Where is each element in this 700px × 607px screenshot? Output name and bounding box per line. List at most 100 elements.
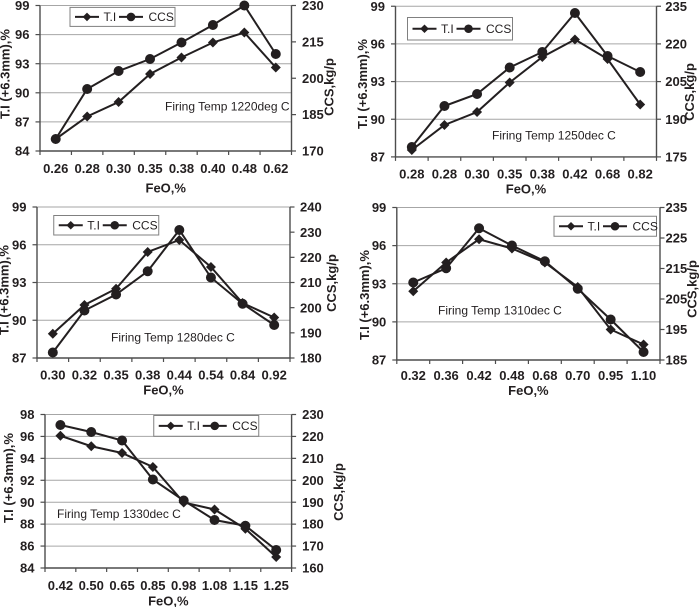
svg-text:92: 92 xyxy=(20,473,34,488)
svg-text:180: 180 xyxy=(302,517,324,532)
svg-text:Firing Temp 1250dec C: Firing Temp 1250dec C xyxy=(492,128,616,142)
svg-text:0.28: 0.28 xyxy=(399,166,424,181)
svg-text:215: 215 xyxy=(666,261,688,276)
svg-text:FeO,%: FeO,% xyxy=(506,182,547,197)
svg-text:0.70: 0.70 xyxy=(565,368,590,383)
svg-text:0.30: 0.30 xyxy=(464,166,489,181)
svg-text:99: 99 xyxy=(15,0,29,13)
svg-text:0.44: 0.44 xyxy=(167,368,193,383)
svg-text:T.I: T.I xyxy=(87,218,100,232)
svg-text:93: 93 xyxy=(12,275,26,290)
svg-text:CCS: CCS xyxy=(633,219,658,233)
svg-text:210: 210 xyxy=(300,275,322,290)
svg-text:88: 88 xyxy=(20,517,34,532)
svg-text:0.95: 0.95 xyxy=(598,368,623,383)
svg-text:87: 87 xyxy=(372,353,386,368)
svg-text:200: 200 xyxy=(302,473,324,488)
svg-text:0.35: 0.35 xyxy=(137,161,162,176)
svg-text:FeO,%: FeO,% xyxy=(146,181,187,196)
svg-text:180: 180 xyxy=(300,351,322,366)
svg-text:T.I (+6.3mm),%: T.I (+6.3mm),% xyxy=(0,245,12,335)
svg-text:160: 160 xyxy=(302,561,324,576)
svg-text:0.26: 0.26 xyxy=(43,161,68,176)
svg-text:CCS: CCS xyxy=(232,419,257,433)
svg-text:1.25: 1.25 xyxy=(264,578,289,593)
svg-text:0.68: 0.68 xyxy=(532,368,557,383)
svg-text:230: 230 xyxy=(300,225,322,240)
svg-text:0.82: 0.82 xyxy=(628,166,653,181)
svg-text:99: 99 xyxy=(371,0,385,14)
svg-text:0.42: 0.42 xyxy=(562,166,587,181)
svg-text:FeO,%: FeO,% xyxy=(148,594,189,607)
svg-text:90: 90 xyxy=(372,314,386,329)
svg-text:190: 190 xyxy=(302,495,324,510)
svg-text:96: 96 xyxy=(15,27,29,42)
svg-text:0.50: 0.50 xyxy=(79,578,104,593)
svg-text:0.98: 0.98 xyxy=(171,578,196,593)
svg-text:T.I: T.I xyxy=(187,419,200,433)
svg-text:90: 90 xyxy=(15,85,29,100)
svg-text:0.85: 0.85 xyxy=(140,578,165,593)
svg-text:96: 96 xyxy=(372,238,386,253)
svg-text:0.92: 0.92 xyxy=(262,368,287,383)
svg-text:1.10: 1.10 xyxy=(631,368,656,383)
svg-text:0.65: 0.65 xyxy=(109,578,134,593)
svg-text:CCS: CCS xyxy=(486,22,511,36)
svg-text:FeO,%: FeO,% xyxy=(143,383,184,398)
svg-text:1.15: 1.15 xyxy=(233,578,258,593)
svg-text:T.I: T.I xyxy=(441,22,454,36)
svg-text:240: 240 xyxy=(300,200,322,215)
svg-text:170: 170 xyxy=(302,144,324,159)
svg-text:0.35: 0.35 xyxy=(103,368,128,383)
svg-text:0.42: 0.42 xyxy=(466,368,491,383)
svg-text:Firing Temp 1310dec C: Firing Temp 1310dec C xyxy=(438,303,562,317)
svg-text:215: 215 xyxy=(302,34,324,49)
svg-text:230: 230 xyxy=(302,407,324,422)
svg-text:235: 235 xyxy=(666,200,688,215)
svg-text:T.I (+6.3mm),%: T.I (+6.3mm),% xyxy=(0,29,13,119)
svg-text:0.28: 0.28 xyxy=(75,161,100,176)
svg-text:0.40: 0.40 xyxy=(200,161,225,176)
svg-text:CCS: CCS xyxy=(132,218,157,232)
svg-text:230: 230 xyxy=(302,0,324,13)
svg-text:1.08: 1.08 xyxy=(202,578,227,593)
svg-text:0.48: 0.48 xyxy=(232,161,257,176)
svg-text:210: 210 xyxy=(302,451,324,466)
svg-text:96: 96 xyxy=(12,237,26,252)
svg-text:84: 84 xyxy=(20,561,35,576)
svg-text:94: 94 xyxy=(20,451,35,466)
svg-text:98: 98 xyxy=(20,407,34,422)
svg-text:CCS,kg/p: CCS,kg/p xyxy=(322,58,337,116)
svg-text:96: 96 xyxy=(20,429,34,444)
svg-text:T.I: T.I xyxy=(588,219,601,233)
svg-text:0.30: 0.30 xyxy=(106,161,131,176)
svg-text:0.32: 0.32 xyxy=(401,368,426,383)
svg-text:205: 205 xyxy=(666,292,688,307)
svg-text:205: 205 xyxy=(665,74,687,89)
svg-text:225: 225 xyxy=(666,231,688,246)
svg-text:96: 96 xyxy=(371,37,385,52)
svg-text:0.84: 0.84 xyxy=(230,368,256,383)
svg-text:0.38: 0.38 xyxy=(169,161,194,176)
svg-text:93: 93 xyxy=(15,56,29,71)
svg-text:0.30: 0.30 xyxy=(40,368,65,383)
svg-text:87: 87 xyxy=(371,150,385,165)
svg-text:T.I: T.I xyxy=(104,10,117,24)
svg-text:220: 220 xyxy=(300,250,322,265)
svg-text:Firing Temp 1330dec C: Firing Temp 1330dec C xyxy=(57,507,181,521)
svg-text:Firing Temp 1220deg C: Firing Temp 1220deg C xyxy=(165,99,290,113)
svg-text:86: 86 xyxy=(20,539,34,554)
svg-text:CCS,kg/p: CCS,kg/p xyxy=(682,63,697,121)
svg-text:200: 200 xyxy=(300,300,322,315)
svg-text:87: 87 xyxy=(15,115,29,130)
svg-text:T.I (+6.3mm),%: T.I (+6.3mm),% xyxy=(355,39,370,129)
svg-text:185: 185 xyxy=(666,353,688,368)
svg-text:0.36: 0.36 xyxy=(433,368,458,383)
svg-text:90: 90 xyxy=(371,112,385,127)
svg-text:0.68: 0.68 xyxy=(595,166,620,181)
svg-text:CCS,kg/p: CCS,kg/p xyxy=(324,254,339,312)
svg-text:0.62: 0.62 xyxy=(263,161,288,176)
svg-text:190: 190 xyxy=(300,325,322,340)
svg-text:0.35: 0.35 xyxy=(497,166,522,181)
svg-text:93: 93 xyxy=(371,74,385,89)
